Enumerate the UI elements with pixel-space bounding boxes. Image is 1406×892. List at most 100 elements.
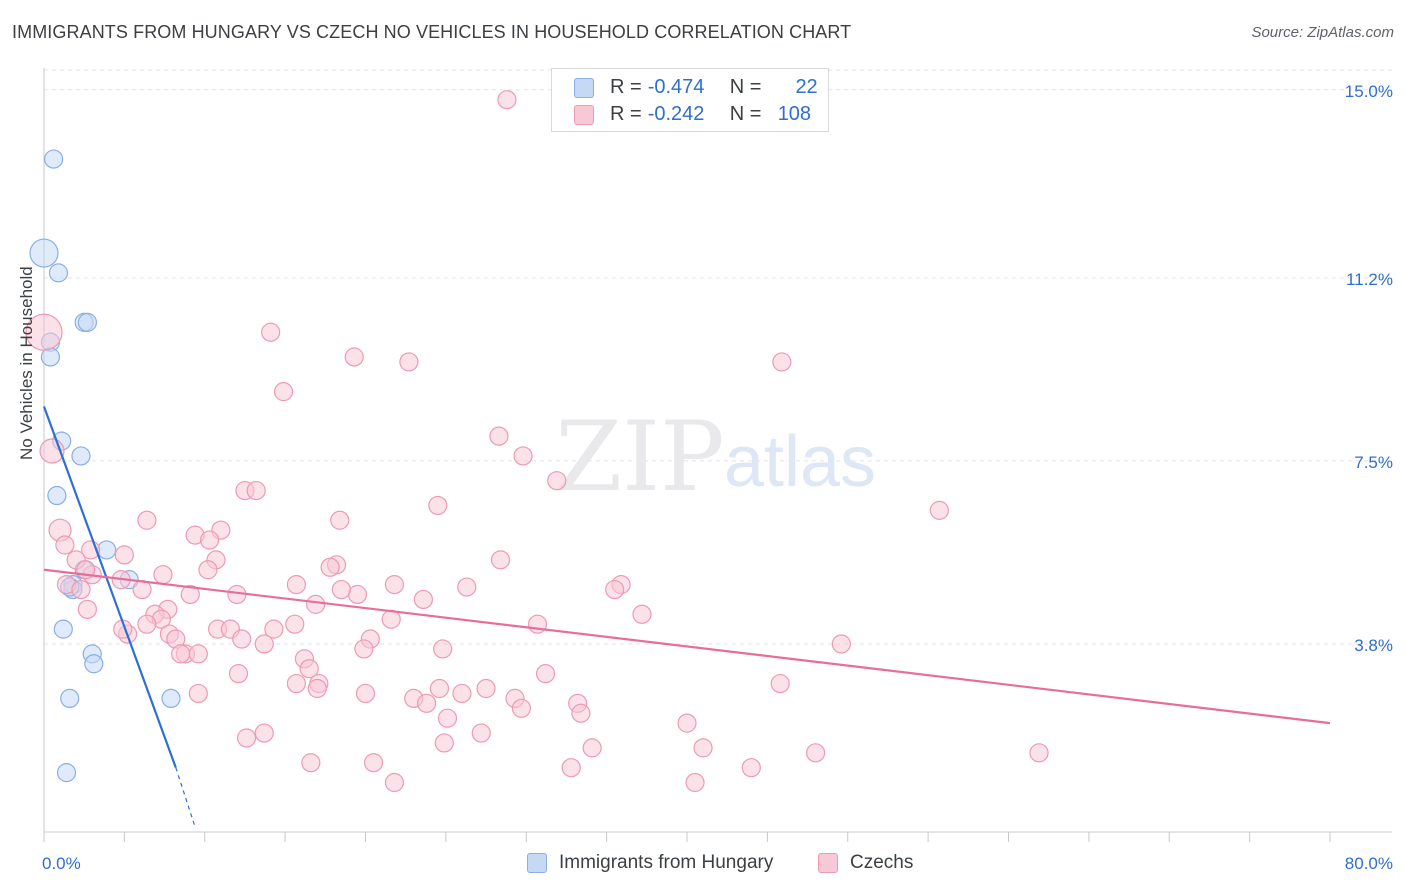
legend-r-value: -0.474 bbox=[647, 76, 705, 98]
czech-point bbox=[429, 678, 450, 699]
bottom-legend-swatch-pink bbox=[818, 853, 838, 873]
bottom-legend-hungary: Immigrants from Hungary bbox=[527, 852, 773, 874]
czech-point bbox=[772, 352, 792, 372]
legend-row-czechs: R = -0.242 N = 108 bbox=[574, 103, 818, 126]
legend-r-label: R = bbox=[610, 103, 642, 125]
czech-point bbox=[355, 683, 376, 704]
czech-point bbox=[399, 352, 419, 372]
czech-point bbox=[254, 723, 274, 743]
legend-row-hungary: R = -0.474 N = 22 bbox=[574, 76, 818, 99]
czech-point bbox=[286, 673, 306, 694]
czech-point bbox=[232, 629, 252, 649]
hungary-point bbox=[97, 540, 117, 560]
czech-point bbox=[363, 753, 384, 773]
czech-point bbox=[171, 644, 191, 664]
y-axis-label: No Vehicles in Household bbox=[17, 266, 36, 460]
czech-point bbox=[137, 614, 157, 634]
czech-point bbox=[273, 382, 294, 402]
hungary-trend-extension bbox=[175, 767, 196, 828]
czech-point bbox=[344, 347, 364, 367]
legend-r-label: R = bbox=[610, 76, 642, 98]
czech-point bbox=[301, 753, 321, 773]
czech-point bbox=[770, 673, 790, 694]
czech-point bbox=[416, 693, 437, 713]
hungary-point bbox=[29, 238, 59, 268]
czech-point bbox=[428, 495, 448, 516]
correlation-legend: R = -0.474 N = 22 R = -0.242 N = 108 bbox=[551, 68, 829, 132]
y-tick-label: 15.0% bbox=[1345, 82, 1393, 101]
czech-point bbox=[285, 614, 305, 634]
watermark-zip: ZIP bbox=[555, 401, 724, 513]
czech-point bbox=[261, 322, 281, 342]
czech-point bbox=[677, 713, 697, 733]
hungary-point bbox=[53, 619, 73, 639]
czech-point bbox=[180, 584, 200, 605]
bottom-legend-swatch-blue bbox=[527, 853, 547, 873]
legend-n-value: 22 bbox=[795, 76, 818, 98]
hungary-point bbox=[71, 446, 91, 466]
czech-point bbox=[685, 772, 705, 793]
czech-point bbox=[561, 758, 581, 778]
czech-point bbox=[741, 758, 761, 778]
czech-point bbox=[632, 604, 652, 624]
czech-point bbox=[929, 500, 949, 520]
czech-point bbox=[413, 589, 433, 610]
czech-point bbox=[330, 510, 350, 530]
y-tick-label: 3.8% bbox=[1354, 636, 1393, 655]
czech-point bbox=[605, 579, 625, 600]
czech-point bbox=[254, 634, 274, 654]
czech-point bbox=[198, 560, 218, 580]
hungary-point bbox=[77, 312, 98, 332]
hungary-point bbox=[60, 688, 80, 709]
czech-point bbox=[199, 530, 220, 550]
hungary-point bbox=[48, 263, 69, 283]
hungary-trend-line bbox=[42, 406, 177, 769]
czech-point bbox=[457, 577, 477, 597]
czech-point bbox=[246, 480, 266, 501]
czech-point bbox=[490, 550, 511, 570]
czech-point bbox=[188, 644, 208, 664]
czech-point bbox=[497, 90, 517, 110]
watermark-atlas: atlas bbox=[724, 422, 876, 502]
hungary-point bbox=[47, 485, 67, 506]
czech-point bbox=[471, 723, 491, 743]
bottom-legend-label: Immigrants from Hungary bbox=[559, 852, 774, 873]
czech-trend-line bbox=[43, 568, 1331, 725]
legend-swatch-blue bbox=[574, 77, 594, 98]
czech-point bbox=[582, 738, 602, 758]
bottom-legend-czechs: Czechs bbox=[818, 852, 913, 874]
czech-point bbox=[384, 574, 405, 595]
bottom-legend-label: Czechs bbox=[850, 852, 914, 873]
legend-swatch-pink bbox=[574, 104, 594, 125]
czech-point bbox=[513, 446, 533, 466]
czech-point bbox=[511, 698, 532, 718]
czech-point bbox=[831, 634, 851, 654]
czech-point bbox=[354, 639, 374, 659]
czech-point bbox=[1029, 743, 1049, 763]
czech-point bbox=[71, 579, 91, 600]
czech-point bbox=[320, 557, 340, 577]
czech-point bbox=[299, 659, 319, 679]
czech-point bbox=[114, 545, 134, 565]
hungary-point bbox=[44, 149, 64, 169]
czech-point bbox=[188, 683, 208, 704]
czech-point bbox=[264, 619, 284, 639]
czech-point bbox=[384, 772, 405, 793]
czech-point bbox=[77, 599, 98, 619]
czech-point bbox=[228, 664, 249, 684]
czech-point bbox=[306, 594, 326, 614]
x-tick-label: 80.0% bbox=[1345, 854, 1393, 873]
legend-n-label: N = bbox=[729, 76, 762, 98]
czech-point bbox=[286, 574, 306, 595]
czech-point bbox=[476, 678, 496, 699]
czech-point bbox=[307, 678, 327, 699]
czech-point bbox=[547, 471, 567, 491]
hungary-point bbox=[84, 654, 104, 674]
y-tick-label: 7.5% bbox=[1354, 453, 1393, 472]
hungary-point bbox=[56, 763, 77, 783]
legend-n-label: N = bbox=[729, 103, 762, 125]
czech-point bbox=[347, 584, 368, 605]
x-tick-label: 0.0% bbox=[42, 854, 81, 873]
czech-point bbox=[236, 728, 257, 748]
